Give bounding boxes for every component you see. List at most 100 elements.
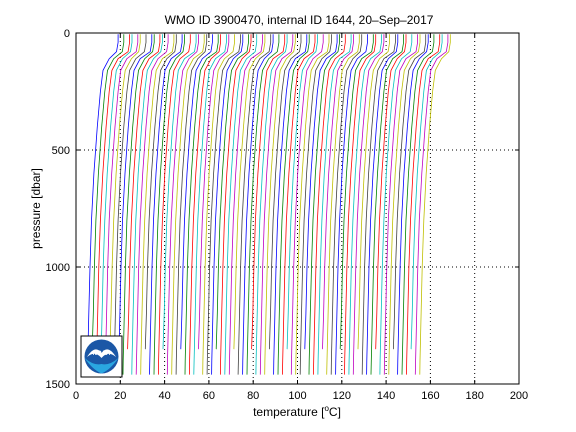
profile-line (131, 34, 163, 375)
profile-line (175, 34, 208, 375)
profile-line (419, 34, 451, 375)
profile-line (96, 34, 131, 375)
profile-line (198, 34, 230, 350)
profiles-layer (87, 34, 451, 375)
x-tick-label: 140 (377, 390, 395, 402)
profile-line (171, 34, 205, 375)
y-axis-label: pressure [dbar] (29, 168, 43, 249)
x-tick-label: 200 (510, 390, 528, 402)
profile-line (397, 34, 429, 375)
x-tick-label: 80 (247, 390, 259, 402)
profile-line (127, 34, 161, 350)
y-tick-label: 1000 (46, 262, 70, 274)
x-tick-label: 40 (158, 390, 170, 402)
profile-line (118, 34, 153, 375)
profile-line (109, 34, 141, 350)
x-axis-label-suffix: C] (329, 405, 341, 419)
profile-line (313, 34, 346, 375)
x-tick-label: 160 (421, 390, 439, 402)
x-tick-label: 180 (466, 390, 484, 402)
profile-line (100, 34, 133, 375)
profile-line (326, 34, 360, 375)
profile-line (375, 34, 407, 350)
y-tick-label: 1500 (46, 379, 70, 391)
profile-line (104, 34, 139, 375)
profile-line (383, 34, 419, 375)
x-tick-label: 100 (288, 390, 306, 402)
logo-text: NOAA (93, 351, 111, 357)
profile-line (352, 34, 385, 375)
profile-line (206, 34, 241, 375)
profile-line (149, 34, 183, 375)
profile-line (366, 34, 399, 375)
profile-line (255, 34, 288, 375)
profile-line (335, 34, 368, 375)
y-tick-label: 500 (52, 145, 70, 157)
logo-wave (84, 358, 119, 374)
plot-area: 0 20 40 60 80 100 120 140 160 180 200 0 500 1000 1500 (46, 28, 529, 402)
profile-line (269, 34, 302, 350)
profile-line (140, 34, 175, 375)
profile-line (379, 34, 413, 375)
profile-line (273, 34, 308, 375)
x-axis-label-degree: o (324, 404, 329, 413)
x-tick-label: 20 (114, 390, 126, 402)
profile-line (224, 34, 258, 375)
profile-line (166, 34, 199, 375)
axis-ticks: 0 20 40 60 80 100 120 140 160 180 200 0 500 1000 1500 (46, 28, 529, 402)
profile-line (87, 34, 119, 375)
profile-line (317, 34, 352, 375)
profile-line (357, 34, 391, 350)
profile-line (211, 34, 244, 375)
profile-line (308, 34, 341, 375)
profile-line (189, 34, 222, 375)
profile-line (344, 34, 377, 375)
x-axis-label: temperature [oC] (253, 404, 341, 419)
profile-line (122, 34, 155, 375)
x-axis-label-prefix: temperature [ (253, 405, 325, 419)
profile-line (144, 34, 177, 350)
grid-lines (76, 33, 519, 384)
profile-line (242, 34, 274, 375)
profile-line (282, 34, 316, 375)
profile-line (322, 34, 354, 350)
profile-line (113, 34, 147, 375)
x-tick-label: 0 (73, 390, 79, 402)
profile-line (184, 34, 219, 375)
chart-title: WMO ID 3900470, internal ID 1644, 20–Sep… (165, 13, 434, 27)
profile-line (295, 34, 330, 375)
profile-line (286, 34, 318, 350)
profile-line (388, 34, 421, 375)
profile-line (91, 34, 125, 350)
profile-line (304, 34, 338, 350)
profile-line (135, 34, 169, 375)
profile-line (228, 34, 263, 375)
profile-line (393, 34, 427, 350)
profile-line (299, 34, 332, 375)
profile-line (348, 34, 382, 375)
profile-line (361, 34, 396, 375)
profile-line (406, 34, 441, 375)
logo-bird-icon (87, 349, 116, 358)
profile-line (370, 34, 405, 375)
profile-line (162, 34, 197, 350)
profile-line (202, 34, 236, 375)
profile-line (401, 34, 435, 375)
profile-line (237, 34, 272, 375)
profile-line (277, 34, 310, 375)
profile-line (193, 34, 227, 375)
y-tick-label: 0 (64, 28, 70, 40)
profile-line (220, 34, 252, 375)
x-tick-label: 60 (203, 390, 215, 402)
profile-line (330, 34, 363, 375)
profile-line (246, 34, 280, 375)
profile-line (410, 34, 443, 350)
profile-line (215, 34, 249, 350)
profile-line (153, 34, 185, 375)
profile-line (264, 34, 296, 375)
profile-line (233, 34, 266, 350)
profile-line (251, 34, 286, 350)
profile-line (259, 34, 294, 375)
profile-line (180, 34, 213, 350)
